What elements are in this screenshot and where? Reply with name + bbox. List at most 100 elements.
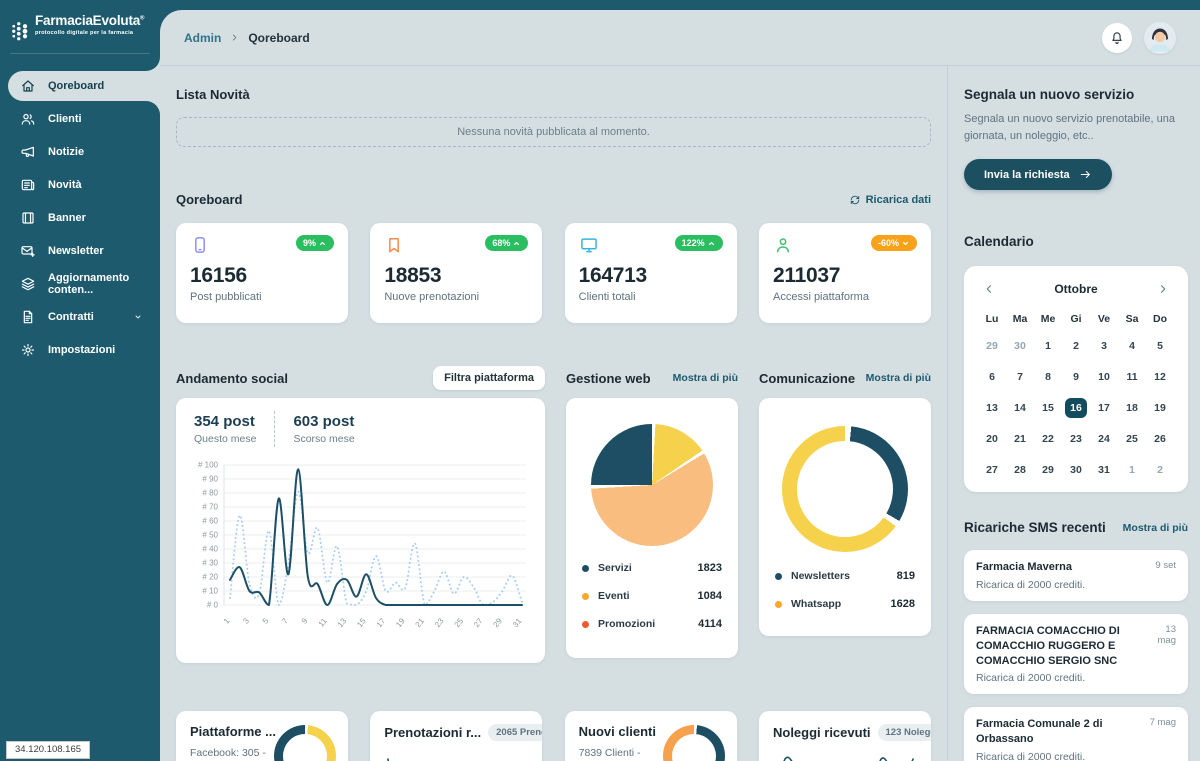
calendar-day[interactable]: 25 — [1118, 429, 1146, 449]
svg-text:# 20: # 20 — [202, 573, 218, 582]
calendar-day[interactable]: 10 — [1090, 367, 1118, 387]
smartphone-icon — [190, 235, 210, 255]
summary-card-title: Piattaforme ... — [190, 724, 276, 739]
sidebar-item-contratti[interactable]: Contratti — [8, 302, 160, 332]
calendar-day[interactable]: 2 — [1062, 336, 1090, 356]
chevron-right-icon — [229, 32, 240, 43]
summary-card: Prenotazioni r...2065 Prenotazi — [370, 711, 542, 761]
trend-badge: 9% — [296, 235, 334, 251]
sms-more-link[interactable]: Mostra di più — [1123, 522, 1188, 534]
sidebar-menu: QoreboardClientiNotizieNovità Banner Newsl… — [0, 71, 160, 365]
calendar-day[interactable]: 11 — [1118, 367, 1146, 387]
calendar-day[interactable]: 29 — [1034, 460, 1062, 480]
sidebar-item-novit[interactable]: Novità — [8, 170, 160, 200]
calendar-day[interactable]: 24 — [1090, 429, 1118, 449]
legend-label: Newsletters — [791, 570, 850, 582]
sidebar-item-banner[interactable]: Banner — [8, 203, 160, 233]
caret-down-icon — [901, 239, 910, 248]
calendar-weekday: Me — [1034, 313, 1062, 325]
calendar-weekday: Gi — [1062, 313, 1090, 325]
sms-recharge-text: Ricarica di 2000 crediti. — [976, 579, 1147, 591]
calendar-day[interactable]: 7 — [1006, 367, 1034, 387]
calendar-day[interactable]: 17 — [1090, 398, 1118, 418]
calendar-day[interactable]: 12 — [1146, 367, 1174, 387]
sidebar-item-clienti[interactable]: Clienti — [8, 104, 160, 134]
sidebar-item-impostazioni[interactable]: Impostazioni — [8, 335, 160, 365]
tab-notch-top — [146, 57, 160, 71]
calendar-day[interactable]: 18 — [1118, 398, 1146, 418]
breadcrumb-admin[interactable]: Admin — [184, 31, 221, 45]
calendar-day[interactable]: 1 — [1034, 336, 1062, 356]
svg-text:3: 3 — [241, 616, 251, 626]
sidebar-item-label: Banner — [48, 212, 86, 224]
social-current-value: 354 post — [194, 413, 256, 430]
calendar-day[interactable]: 14 — [1006, 398, 1034, 418]
sms-item-body: Farmacia Comunale 2 di OrbassanoRicarica… — [976, 717, 1142, 761]
sidebar-item-aggiornamento-conten[interactable]: Aggiornamento conten... — [8, 269, 160, 299]
calendar-day[interactable]: 19 — [1146, 398, 1174, 418]
sms-pharmacy-name: FARMACIA COMACCHIO DI COMACCHIO RUGGERO … — [976, 624, 1138, 669]
sms-recharge-item[interactable]: Farmacia Comunale 2 di OrbassanoRicarica… — [964, 707, 1188, 761]
calendar-day[interactable]: 31 — [1090, 460, 1118, 480]
calendar-card: Ottobre LuMaMeGiVeSaDo293012345678910111… — [964, 266, 1188, 492]
stat-card: -60%211037Accessi piattaforma — [759, 223, 931, 323]
bookmark-icon — [384, 235, 404, 255]
calendar-day-selected[interactable]: 16 — [1065, 398, 1087, 418]
layers-icon — [20, 276, 36, 292]
social-previous-label: Scorso mese — [293, 433, 354, 445]
calendar-day[interactable]: 28 — [1006, 460, 1034, 480]
calendar-next-button[interactable] — [1156, 282, 1170, 296]
calendar-day[interactable]: 21 — [1006, 429, 1034, 449]
calendar-day[interactable]: 27 — [978, 460, 1006, 480]
communication-section-title: Comunicazione — [759, 371, 855, 386]
send-request-label: Invia la richiesta — [984, 169, 1070, 181]
stat-label: Post pubblicati — [190, 291, 334, 303]
top-header: Admin Qoreboard — [160, 10, 1200, 66]
chevron-down-icon — [132, 311, 144, 323]
calendar-day[interactable]: 9 — [1062, 367, 1090, 387]
sms-pharmacy-name: Farmacia Maverna — [976, 560, 1147, 575]
web-more-link[interactable]: Mostra di più — [673, 372, 738, 384]
news-empty-message: Nessuna novità pubblicata al momento. — [457, 126, 650, 138]
calendar-day[interactable]: 30 — [1006, 336, 1034, 356]
calendar-day[interactable]: 26 — [1146, 429, 1174, 449]
sms-recharge-text: Ricarica di 2000 crediti. — [976, 672, 1138, 684]
calendar-day[interactable]: 13 — [978, 398, 1006, 418]
sidebar-item-newsletter[interactable]: Newsletter — [8, 236, 160, 266]
sms-recharge-item[interactable]: Farmacia Maverna Ricarica di 2000 crediti… — [964, 550, 1188, 601]
calendar-day[interactable]: 5 — [1146, 336, 1174, 356]
app-tagline: protocollo digitale per la farmacia — [35, 30, 144, 36]
calendar-day[interactable]: 22 — [1034, 429, 1062, 449]
sidebar-item-qoreboard[interactable]: Qoreboard — [8, 71, 160, 101]
calendar-day[interactable]: 6 — [978, 367, 1006, 387]
reload-data-button[interactable]: Ricarica dati — [849, 194, 931, 206]
calendar-day[interactable]: 8 — [1034, 367, 1062, 387]
svg-text:21: 21 — [414, 616, 427, 629]
calendar-day[interactable]: 20 — [978, 429, 1006, 449]
calendar-day[interactable]: 4 — [1118, 336, 1146, 356]
summary-card-subtitle: Facebook: 305 -Google My — [190, 746, 285, 761]
calendar-day[interactable]: 2 — [1146, 460, 1174, 480]
calendar-prev-button[interactable] — [982, 282, 996, 296]
registered-mark: ® — [140, 16, 144, 22]
sidebar-item-notizie[interactable]: Notizie — [8, 137, 160, 167]
svg-text:1: 1 — [222, 616, 232, 626]
communication-more-link[interactable]: Mostra di più — [866, 372, 931, 384]
user-avatar[interactable] — [1144, 22, 1176, 54]
calendar-day[interactable]: 15 — [1034, 398, 1062, 418]
caret-up-icon — [512, 239, 521, 248]
calendar-day[interactable]: 1 — [1118, 460, 1146, 480]
newspaper-icon — [20, 177, 36, 193]
calendar-day[interactable]: 30 — [1062, 460, 1090, 480]
notifications-button[interactable] — [1102, 23, 1132, 53]
svg-text:13: 13 — [336, 616, 349, 629]
trend-badge: -60% — [871, 235, 917, 251]
calendar-day[interactable]: 3 — [1090, 336, 1118, 356]
send-request-button[interactable]: Invia la richiesta — [964, 159, 1112, 190]
calendar-day[interactable]: 23 — [1062, 429, 1090, 449]
main-column: Lista Novità Nessuna novità pubblicata a… — [160, 66, 947, 760]
sms-recharge-item[interactable]: FARMACIA COMACCHIO DI COMACCHIO RUGGERO … — [964, 614, 1188, 695]
filter-platform-button[interactable]: Filtra piattaforma — [433, 366, 545, 390]
calendar-day[interactable]: 29 — [978, 336, 1006, 356]
summary-sparkline-chart — [384, 753, 528, 761]
